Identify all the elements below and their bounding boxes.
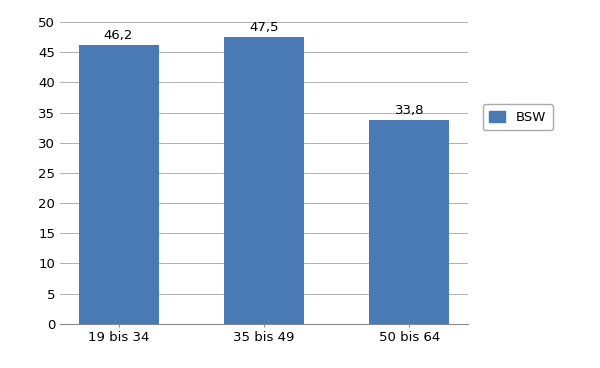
Legend: BSW: BSW [483,104,553,130]
Bar [224,37,304,324]
Bar [79,45,158,324]
Text: 47,5: 47,5 [249,21,279,34]
Bar [370,120,449,324]
Text: 33,8: 33,8 [395,104,424,117]
Text: 46,2: 46,2 [104,29,133,42]
